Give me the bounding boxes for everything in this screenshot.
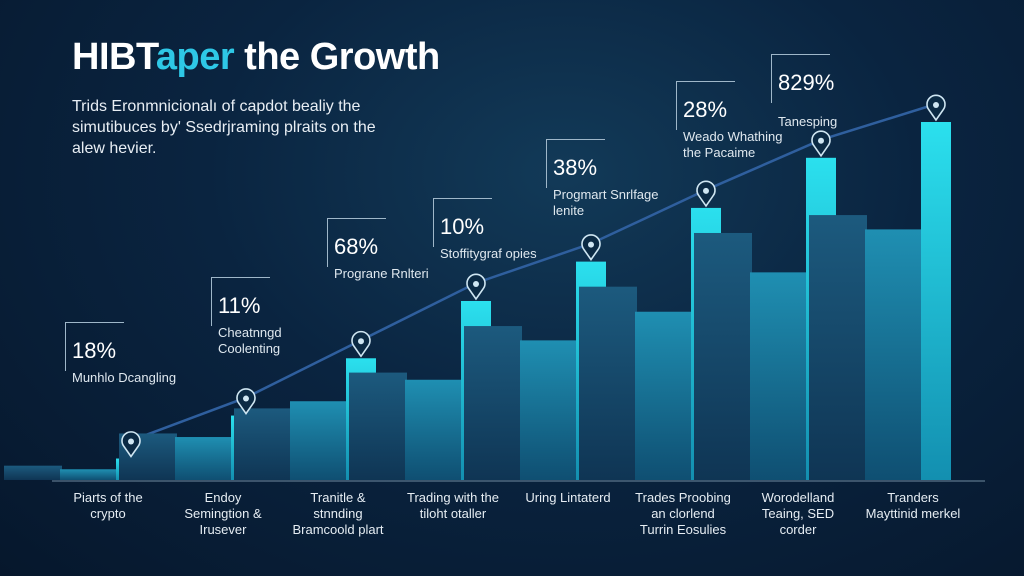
bar-series-2-cat-2 <box>175 437 233 480</box>
annotation-value-3: 68% <box>334 234 379 259</box>
bar-series-2-cat-3 <box>290 401 348 480</box>
annotation-bracket-2 <box>211 277 270 326</box>
annotation-value-4: 10% <box>440 214 485 239</box>
annotation-label-3: Prograne Rnlteri <box>334 266 429 281</box>
bar-series-3-cat-5 <box>464 326 522 480</box>
x-tick-label-3: Tranitle & stnnding Bramcoold plart <box>292 490 384 537</box>
annotation-7: 829% Tanesping <box>778 70 898 130</box>
pin-marker-5 <box>581 234 601 262</box>
trend-line <box>130 102 937 442</box>
x-tick-label-8: Tranders Mayttinid merkel <box>865 490 961 521</box>
bar-series-2-cat-5 <box>520 340 578 480</box>
annotation-6: 28% Weado Whathing the Pacaime <box>683 97 803 161</box>
bar-series-1-cat-8 <box>921 122 951 480</box>
annotation-value-6: 28% <box>683 97 728 122</box>
x-tick-label-2: Endoy Semingtion & Irusever <box>184 490 262 537</box>
annotation-label-6: Weado Whathing the Pacaime <box>683 129 783 160</box>
bar-series-3-cat-1 <box>4 465 62 480</box>
annotation-value-7: 829% <box>778 70 835 95</box>
x-tick-label-1: Piarts of the crypto <box>73 490 143 521</box>
annotation-value-5: 38% <box>553 155 598 180</box>
pin-marker-8 <box>926 94 946 122</box>
pin-marker-7 <box>811 130 831 158</box>
annotation-1: 18% Munhlo Dcangling <box>72 338 192 386</box>
title-part-3: the Growth <box>234 36 440 78</box>
bar-series-3-cat-3 <box>234 408 292 480</box>
annotation-3: 68% Prograne Rnlteri <box>334 234 454 282</box>
annotation-bracket-1 <box>65 322 124 371</box>
annotation-label-2: Cheatnngd Coolenting <box>218 325 282 356</box>
annotation-5: 38% Progmart Snrlfage lenite <box>553 155 673 219</box>
bar-series-3-cat-8 <box>809 215 867 480</box>
annotation-bracket-5 <box>546 139 605 188</box>
page-title: HIBTaper the Growth <box>72 36 440 79</box>
bar-series-3-cat-6 <box>579 286 637 480</box>
bar-series-2-cat-1 <box>60 469 118 480</box>
x-tick-label-4: Trading with the tiloht otaller <box>406 490 499 521</box>
x-tick-label-7: Worodelland Teaing, SED corder <box>761 490 835 537</box>
annotation-label-5: Progmart Snrlfage lenite <box>553 187 659 218</box>
pin-marker-4 <box>466 273 486 301</box>
title-part-1: HIBT <box>72 36 156 78</box>
bar-series-3-cat-7 <box>694 232 752 480</box>
annotation-bracket-4 <box>433 198 492 247</box>
annotation-bracket-6 <box>676 81 735 130</box>
bar-series-2-cat-6 <box>635 311 693 480</box>
x-tick-label-6: Trades Proobing an clorlend Turrin Eosul… <box>635 490 731 537</box>
bar-series-2-cat-7 <box>750 272 808 480</box>
pin-marker-3 <box>351 330 371 358</box>
chart-subtitle: Trids Eronmnicionalı of capdot bealiy th… <box>72 98 376 157</box>
x-tick-label-5: Uring Lintaterd <box>525 490 611 505</box>
annotation-label-4: Stoffitygraf opies <box>440 246 537 261</box>
title-part-2: aper <box>155 36 235 78</box>
annotation-label-1: Munhlo Dcangling <box>72 370 177 385</box>
annotation-value-1: 18% <box>72 338 117 363</box>
pin-marker-6 <box>696 180 716 208</box>
annotation-bracket-3 <box>327 218 386 267</box>
annotation-2: 11% Cheatnngd Coolenting <box>218 293 338 357</box>
pin-marker-1 <box>121 431 141 458</box>
annotation-4: 10% Stoffitygraf opies <box>440 214 560 262</box>
bar-series-3-cat-4 <box>349 372 407 480</box>
annotation-value-2: 11% <box>218 293 261 318</box>
annotation-label-7: Tanesping <box>778 114 838 129</box>
bar-series-2-cat-4 <box>405 379 463 480</box>
annotation-bracket-7 <box>771 54 830 103</box>
pin-marker-2 <box>236 388 256 415</box>
bar-series-2-cat-8 <box>865 229 923 480</box>
